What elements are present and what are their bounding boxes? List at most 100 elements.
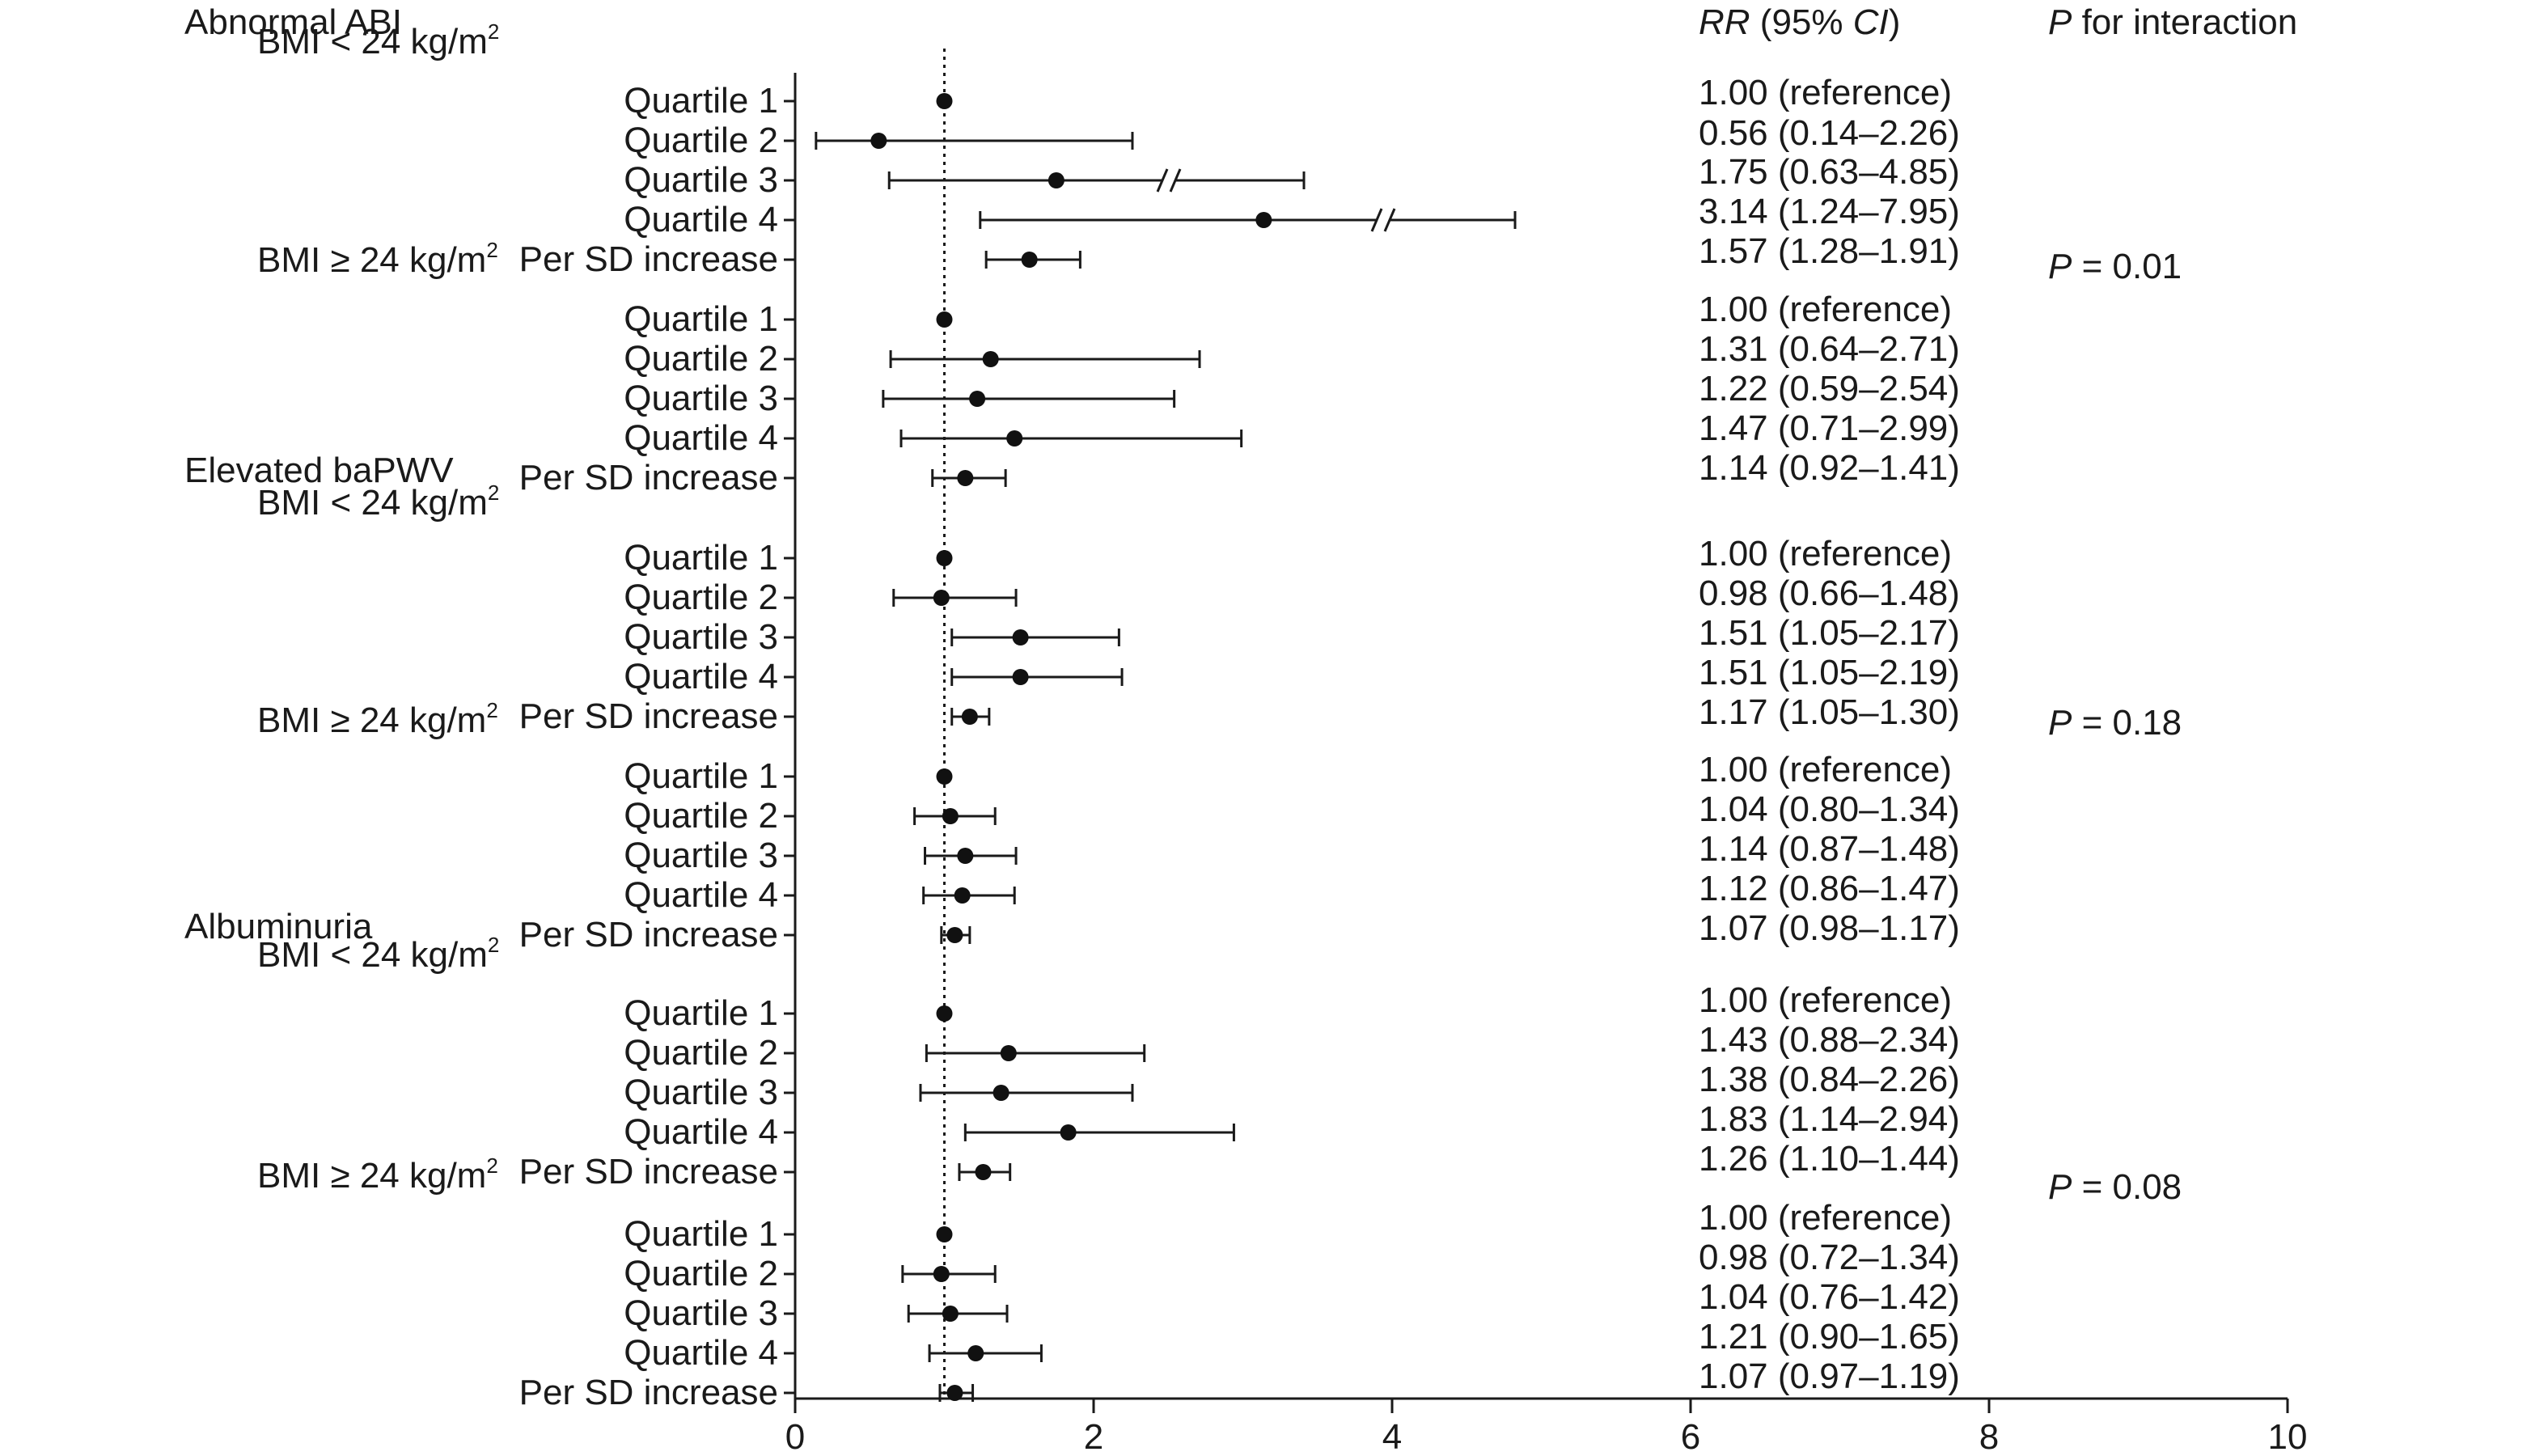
row-label-5-0: Quartile 1	[624, 1214, 778, 1254]
point-estimate-2-0	[936, 550, 953, 566]
x-tick-label-4: 4	[1382, 1417, 1402, 1456]
break-mark-b-0-2	[1169, 168, 1182, 193]
group-title-1: Elevated baPWV	[184, 451, 454, 490]
point-estimate-2-1	[933, 590, 950, 606]
rr-text-5-0: 1.00 (reference)	[1699, 1198, 1952, 1238]
p-value-1: P = 0.18	[2048, 703, 2182, 743]
rr-text-2-0: 1.00 (reference)	[1699, 534, 1952, 574]
point-estimate-3-0	[936, 768, 953, 785]
rr-text-2-3: 1.51 (1.05–2.19)	[1699, 653, 1960, 692]
row-label-2-3: Quartile 4	[624, 657, 778, 696]
point-estimate-3-2	[957, 848, 974, 864]
rr-text-4-1: 1.43 (0.88–2.34)	[1699, 1020, 1960, 1060]
point-estimate-4-2	[993, 1085, 1009, 1101]
point-estimate-0-0	[936, 93, 953, 109]
point-estimate-3-3	[954, 887, 971, 904]
row-label-0-2: Quartile 3	[624, 160, 778, 200]
point-estimate-1-0	[936, 311, 953, 328]
point-estimate-5-0	[936, 1226, 953, 1242]
row-label-3-2: Quartile 3	[624, 836, 778, 875]
rr-text-1-3: 1.47 (0.71–2.99)	[1699, 408, 1960, 448]
point-estimate-0-1	[870, 133, 887, 149]
point-estimate-4-1	[1000, 1045, 1017, 1061]
rr-text-4-4: 1.26 (1.10–1.44)	[1699, 1139, 1960, 1179]
row-label-1-0: Quartile 1	[624, 299, 778, 339]
rr-text-3-1: 1.04 (0.80–1.34)	[1699, 789, 1960, 829]
rr-text-3-0: 1.00 (reference)	[1699, 750, 1952, 789]
row-label-1-2: Quartile 3	[624, 379, 778, 418]
p-value-0: P = 0.01	[2048, 247, 2182, 286]
break-mark-b-0-3	[1383, 208, 1396, 232]
rr-text-1-0: 1.00 (reference)	[1699, 290, 1952, 329]
subgroup-label-1: BMI ≥ 24 kg/m2	[257, 238, 498, 280]
row-label-0-0: Quartile 1	[624, 81, 778, 121]
row-label-5-4: Per SD increase	[519, 1373, 778, 1412]
rr-text-5-3: 1.21 (0.90–1.65)	[1699, 1317, 1960, 1357]
rr-header: RR (95% CI)	[1699, 2, 1900, 42]
point-estimate-0-2	[1048, 172, 1064, 188]
point-estimate-1-2	[969, 391, 986, 407]
row-label-2-0: Quartile 1	[624, 538, 778, 578]
group-title-2: Albuminuria	[184, 907, 373, 946]
rr-text-0-3: 3.14 (1.24–7.95)	[1699, 192, 1960, 231]
row-label-3-1: Quartile 2	[624, 796, 778, 836]
rr-text-5-2: 1.04 (0.76–1.42)	[1699, 1277, 1960, 1317]
x-tick-label-8: 8	[1979, 1417, 1999, 1456]
rr-text-4-0: 1.00 (reference)	[1699, 980, 1952, 1020]
subgroup-label-0: BMI < 24 kg/m2	[257, 19, 499, 61]
point-estimate-4-3	[1060, 1124, 1077, 1141]
rr-text-3-3: 1.12 (0.86–1.47)	[1699, 869, 1960, 908]
row-label-2-2: Quartile 3	[624, 617, 778, 657]
rr-text-2-2: 1.51 (1.05–2.17)	[1699, 613, 1960, 653]
point-estimate-4-4	[975, 1164, 992, 1180]
rr-text-0-2: 1.75 (0.63–4.85)	[1699, 152, 1960, 192]
row-label-4-2: Quartile 3	[624, 1073, 778, 1112]
row-label-5-2: Quartile 3	[624, 1293, 778, 1333]
point-estimate-1-4	[957, 470, 974, 486]
row-label-0-1: Quartile 2	[624, 121, 778, 160]
subgroup-label-2: BMI < 24 kg/m2	[257, 480, 499, 523]
point-estimate-2-3	[1012, 669, 1029, 685]
row-label-3-4: Per SD increase	[519, 915, 778, 954]
x-tick-label-0: 0	[785, 1417, 805, 1456]
subgroup-label-5: BMI ≥ 24 kg/m2	[257, 1153, 498, 1196]
p-interaction-header: P for interaction	[2048, 2, 2297, 42]
rr-text-1-1: 1.31 (0.64–2.71)	[1699, 329, 1960, 369]
point-estimate-5-4	[946, 1385, 963, 1401]
break-mark-a-0-3	[1370, 208, 1383, 232]
point-estimate-5-2	[942, 1306, 959, 1322]
rr-text-0-4: 1.57 (1.28–1.91)	[1699, 231, 1960, 271]
point-estimate-0-3	[1255, 212, 1272, 228]
row-label-0-4: Per SD increase	[519, 239, 778, 279]
row-label-4-4: Per SD increase	[519, 1152, 778, 1191]
rr-text-0-0: 1.00 (reference)	[1699, 73, 1952, 112]
point-estimate-2-4	[961, 709, 978, 725]
rr-text-5-4: 1.07 (0.97–1.19)	[1699, 1357, 1960, 1396]
x-tick-label-2: 2	[1084, 1417, 1103, 1456]
rr-text-1-2: 1.22 (0.59–2.54)	[1699, 369, 1960, 408]
row-label-1-1: Quartile 2	[624, 339, 778, 379]
row-label-3-3: Quartile 4	[624, 875, 778, 915]
row-label-1-3: Quartile 4	[624, 418, 778, 458]
rr-text-2-4: 1.17 (1.05–1.30)	[1699, 692, 1960, 732]
rr-text-1-4: 1.14 (0.92–1.41)	[1699, 448, 1960, 488]
point-estimate-5-1	[933, 1266, 950, 1282]
row-label-1-4: Per SD increase	[519, 458, 778, 497]
row-label-5-1: Quartile 2	[624, 1254, 778, 1293]
point-estimate-5-3	[967, 1345, 984, 1361]
rr-text-2-1: 0.98 (0.66–1.48)	[1699, 574, 1960, 613]
row-label-5-3: Quartile 4	[624, 1333, 778, 1373]
subgroup-label-3: BMI ≥ 24 kg/m2	[257, 698, 498, 740]
rr-text-4-2: 1.38 (0.84–2.26)	[1699, 1060, 1960, 1099]
group-title-0: Abnormal ABI	[184, 2, 402, 42]
rr-text-3-4: 1.07 (0.98–1.17)	[1699, 908, 1960, 948]
point-estimate-1-3	[1006, 430, 1023, 447]
point-estimate-3-4	[946, 927, 963, 943]
subgroup-label-4: BMI < 24 kg/m2	[257, 933, 499, 975]
row-label-3-0: Quartile 1	[624, 756, 778, 796]
row-label-2-4: Per SD increase	[519, 696, 778, 736]
point-estimate-1-1	[982, 351, 999, 367]
rr-text-4-3: 1.83 (1.14–2.94)	[1699, 1099, 1960, 1139]
point-estimate-0-4	[1021, 252, 1038, 268]
